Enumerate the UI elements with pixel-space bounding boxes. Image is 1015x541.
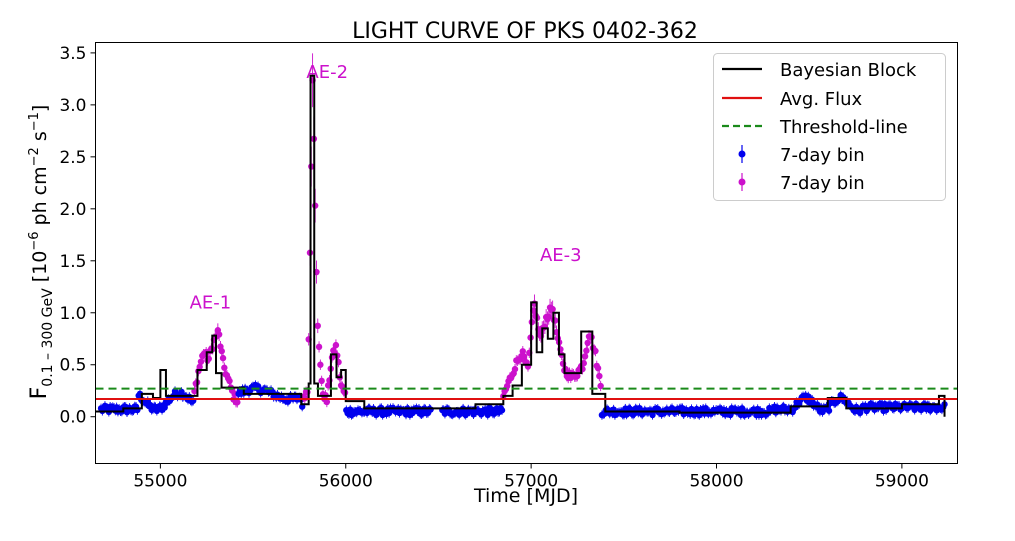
y-label-unit-s: s	[29, 131, 51, 147]
y-label-exp1: −6	[27, 232, 42, 251]
magenta-data-point	[219, 354, 227, 362]
magenta-data-point	[318, 377, 325, 385]
x-axis-label: Time [MJD]	[473, 485, 578, 507]
x-tick-label: 55000	[133, 472, 187, 492]
blue-data-point	[427, 406, 434, 413]
magenta-data-point	[596, 372, 603, 380]
magenta-data-point	[234, 399, 241, 406]
magenta-data-point	[317, 361, 324, 368]
magenta-data-point	[592, 347, 599, 355]
x-tick-label: 56000	[319, 472, 373, 492]
plot-frame	[95, 42, 958, 464]
legend-blue-marker	[738, 150, 746, 158]
y-label-unit-close: ]	[29, 105, 51, 112]
legend-threshold-label: Threshold-line	[779, 117, 908, 138]
magenta-data-point	[332, 341, 340, 349]
legend-box	[713, 53, 946, 201]
y-label-unit-mid: ph cm	[29, 166, 51, 231]
y-tick-label: 2.0	[59, 200, 86, 220]
legend-magenta-label: 7-day bin	[780, 173, 865, 194]
magenta-data-point	[314, 322, 321, 330]
magenta-data-point	[226, 377, 233, 385]
legend-magenta-marker	[738, 178, 746, 186]
blue-data-point	[498, 407, 506, 414]
y-label-exp3: −1	[27, 112, 42, 131]
y-axis-ticks: 0.0 0.5 1.0 1.5 2.0 2.5 3.0 3.5	[59, 44, 96, 428]
y-tick-label: 1.5	[59, 252, 86, 272]
bayesian-block-line	[95, 74, 946, 417]
y-tick-label: 0.5	[59, 356, 86, 376]
x-tick-label: 58000	[689, 472, 743, 492]
legend: Bayesian Block Avg. Flux Threshold-line …	[713, 53, 946, 201]
magenta-data-point	[549, 305, 556, 313]
magenta-data-point	[597, 382, 604, 390]
x-axis-ticks: 55000 56000 57000 58000 59000	[133, 463, 929, 492]
y-label-base: F	[27, 387, 52, 400]
annotation-ae-2: AE-2	[306, 62, 348, 83]
y-tick-label: 0.0	[59, 408, 86, 428]
legend-blue-label: 7-day bin	[780, 145, 865, 166]
magenta-data-point	[511, 365, 519, 373]
legend-bayesian-label: Bayesian Block	[780, 60, 917, 81]
magenta-data-point	[221, 364, 228, 371]
magenta-data-point	[323, 398, 331, 406]
legend-avg-label: Avg. Flux	[780, 89, 863, 110]
magenta-data-point	[315, 343, 323, 351]
magenta-data-point	[218, 347, 225, 355]
plot-area	[95, 53, 958, 420]
magenta-data-point	[583, 347, 590, 354]
y-tick-label: 1.0	[59, 304, 86, 324]
y-axis-label: F0.1 – 300 GeV [10−6 ph cm−2 s−1]	[27, 105, 56, 400]
y-tick-label: 2.5	[59, 148, 86, 168]
blue-data-point	[825, 407, 833, 414]
blue-data-point	[484, 411, 491, 419]
y-tick-label: 3.0	[59, 96, 86, 116]
y-label-sub: 0.1 – 300 GeV	[40, 288, 56, 387]
magenta-data-point	[581, 353, 589, 360]
annotation-ae-1: AE-1	[190, 293, 232, 314]
x-tick-label: 59000	[875, 472, 929, 492]
chart-title: LIGHT CURVE OF PKS 0402-362	[352, 19, 698, 44]
annotation-ae-3: AE-3	[540, 245, 582, 266]
y-label-unit-open: [10	[29, 251, 51, 289]
magenta-data-point	[215, 331, 223, 338]
y-label-exp2: −2	[27, 147, 42, 166]
magenta-data-point	[594, 364, 602, 372]
x-tick-label: 57000	[504, 472, 558, 492]
y-tick-label: 3.5	[59, 44, 86, 64]
magenta-data-point	[197, 358, 205, 365]
